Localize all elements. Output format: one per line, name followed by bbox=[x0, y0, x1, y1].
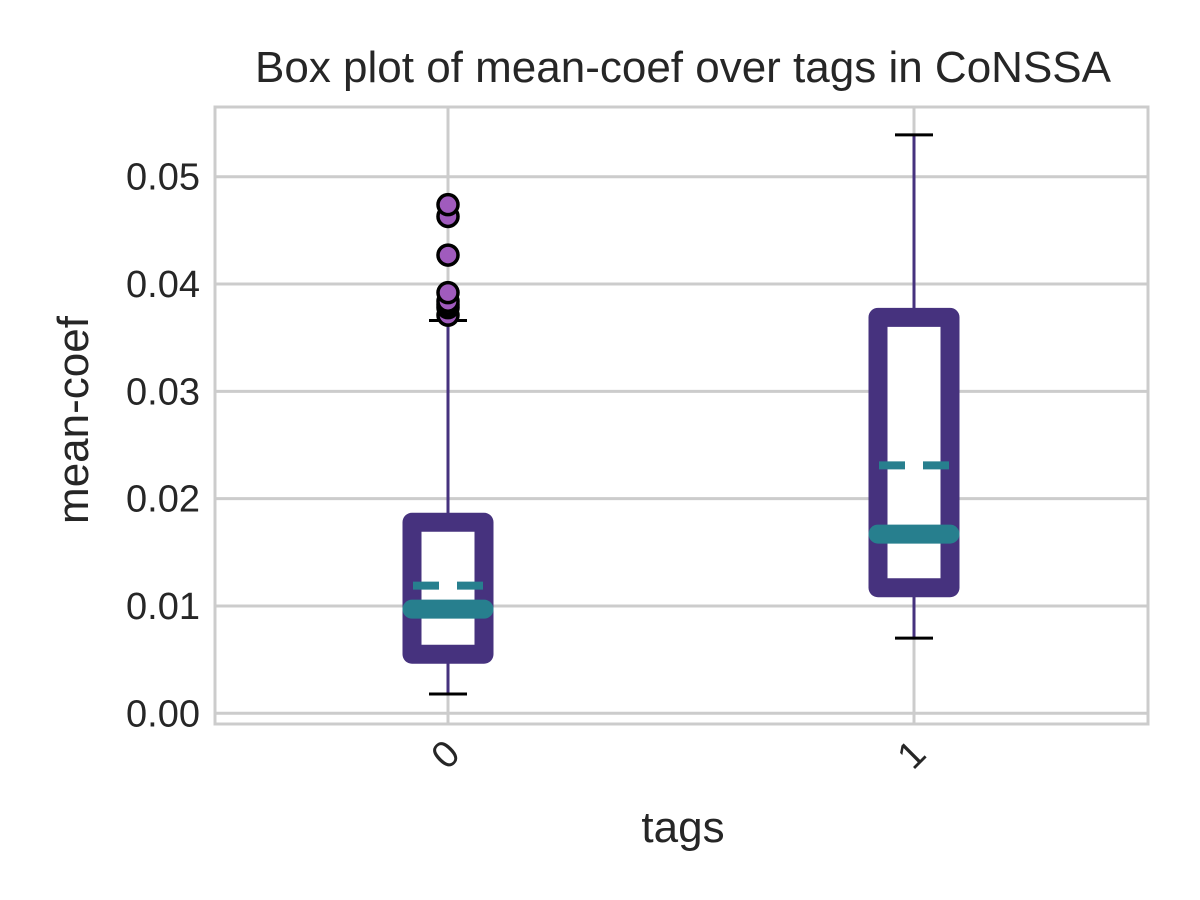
chart-title: Box plot of mean-coef over tags in CoNSS… bbox=[255, 43, 1112, 92]
outlier-point bbox=[436, 243, 460, 267]
y-axis-label: mean-coef bbox=[49, 315, 98, 524]
x-axis-label: tags bbox=[641, 803, 724, 852]
outlier-point bbox=[436, 280, 460, 305]
y-tick-labels: 0.00 0.01 0.02 0.03 0.04 0.05 bbox=[126, 157, 200, 736]
box-body bbox=[868, 307, 960, 598]
y-tick-label: 0.03 bbox=[126, 371, 200, 413]
x-tick-label: 1 bbox=[890, 733, 935, 778]
outlier-point bbox=[436, 192, 460, 217]
y-tick-label: 0.02 bbox=[126, 479, 200, 521]
box-marks bbox=[402, 133, 960, 696]
x-tick-label: 0 bbox=[424, 733, 469, 778]
y-tick-label: 0.01 bbox=[126, 586, 200, 628]
grid-lines bbox=[215, 107, 1148, 724]
y-tick-label: 0.05 bbox=[126, 157, 200, 199]
y-tick-label: 0.04 bbox=[126, 264, 200, 306]
plot-frame bbox=[213, 105, 1150, 726]
y-tick-label: 0.00 bbox=[126, 693, 200, 735]
